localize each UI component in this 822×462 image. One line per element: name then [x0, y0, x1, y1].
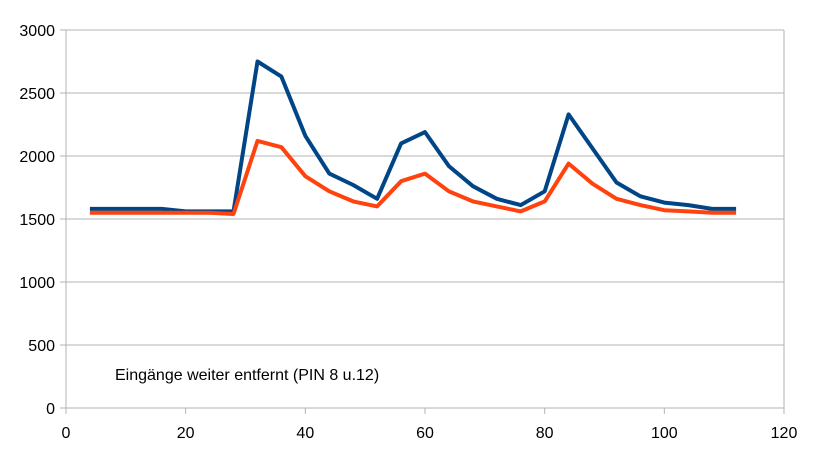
y-tick-label: 2500 [19, 86, 55, 103]
x-tick-labels: 0 20 40 60 80 100 120 [62, 425, 798, 442]
y-tick-label: 2000 [19, 149, 55, 166]
y-tick-label: 0 [46, 401, 55, 418]
series-lines [89, 59, 737, 216]
x-tick-label: 40 [296, 425, 314, 442]
chart-annotation: Eingänge weiter entfernt (PIN 8 u.12) [115, 367, 379, 384]
x-tick-label: 80 [536, 425, 554, 442]
x-tick-label: 20 [177, 425, 195, 442]
y-tick-labels: 0 500 1000 1500 2000 2500 3000 [19, 23, 55, 418]
x-tick-label: 0 [62, 425, 71, 442]
grid-lines [66, 29, 784, 346]
y-tick-label: 3000 [19, 23, 55, 40]
axes [60, 29, 785, 414]
series-line-1 [89, 59, 737, 214]
x-tick-label: 60 [416, 425, 434, 442]
series-line-2 [89, 138, 737, 216]
y-tick-label: 500 [28, 338, 55, 355]
x-tick-label: 120 [771, 425, 798, 442]
y-tick-label: 1000 [19, 275, 55, 292]
y-tick-label: 1500 [19, 212, 55, 229]
x-tick-label: 100 [651, 425, 678, 442]
